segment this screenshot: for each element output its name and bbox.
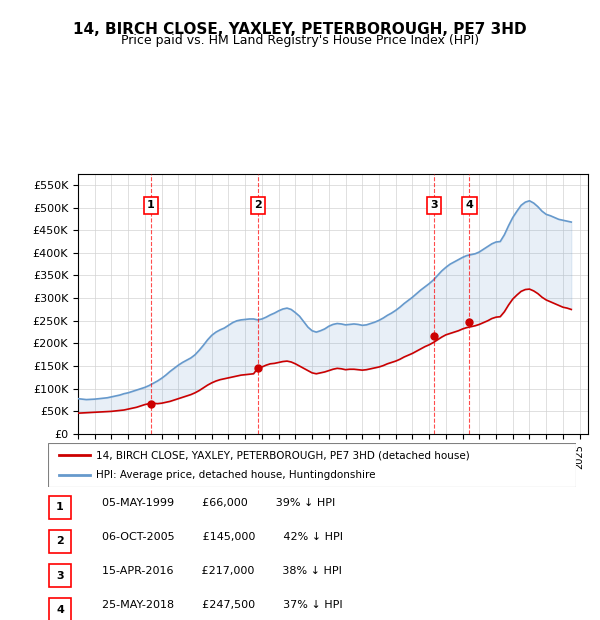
Text: 06-OCT-2005        £145,000        42% ↓ HPI: 06-OCT-2005 £145,000 42% ↓ HPI <box>102 532 343 542</box>
FancyBboxPatch shape <box>49 496 71 519</box>
FancyBboxPatch shape <box>48 443 576 487</box>
Text: 25-MAY-2018        £247,500        37% ↓ HPI: 25-MAY-2018 £247,500 37% ↓ HPI <box>102 600 343 611</box>
Text: Price paid vs. HM Land Registry's House Price Index (HPI): Price paid vs. HM Land Registry's House … <box>121 34 479 47</box>
Text: 05-MAY-1999        £66,000        39% ↓ HPI: 05-MAY-1999 £66,000 39% ↓ HPI <box>102 498 335 508</box>
Text: 1: 1 <box>56 502 64 512</box>
FancyBboxPatch shape <box>49 530 71 553</box>
Text: 3: 3 <box>56 570 64 580</box>
Text: 4: 4 <box>466 200 473 210</box>
FancyBboxPatch shape <box>49 598 71 620</box>
Text: 14, BIRCH CLOSE, YAXLEY, PETERBOROUGH, PE7 3HD: 14, BIRCH CLOSE, YAXLEY, PETERBOROUGH, P… <box>73 22 527 37</box>
Text: HPI: Average price, detached house, Huntingdonshire: HPI: Average price, detached house, Hunt… <box>95 469 375 479</box>
FancyBboxPatch shape <box>49 564 71 587</box>
Text: 3: 3 <box>430 200 438 210</box>
Text: 14, BIRCH CLOSE, YAXLEY, PETERBOROUGH, PE7 3HD (detached house): 14, BIRCH CLOSE, YAXLEY, PETERBOROUGH, P… <box>95 451 469 461</box>
Text: 15-APR-2016        £217,000        38% ↓ HPI: 15-APR-2016 £217,000 38% ↓ HPI <box>102 566 342 577</box>
Text: 2: 2 <box>56 536 64 546</box>
Text: 2: 2 <box>254 200 262 210</box>
Text: 4: 4 <box>56 604 64 614</box>
Text: 1: 1 <box>147 200 155 210</box>
